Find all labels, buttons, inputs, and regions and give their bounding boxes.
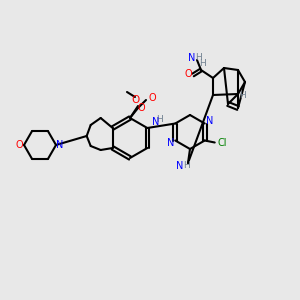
Text: Cl: Cl: [218, 137, 227, 148]
Text: O: O: [15, 140, 23, 150]
Text: H: H: [183, 161, 189, 170]
Text: N: N: [206, 116, 213, 127]
Text: H: H: [156, 115, 163, 124]
Text: O: O: [131, 95, 139, 105]
Text: N: N: [176, 161, 184, 171]
Text: O: O: [184, 69, 192, 79]
Text: H: H: [195, 53, 201, 62]
Text: N: N: [167, 137, 174, 148]
Text: H: H: [240, 92, 246, 100]
Text: O: O: [137, 103, 145, 113]
Text: N: N: [188, 53, 196, 63]
Text: H: H: [200, 59, 206, 68]
Text: O: O: [148, 93, 156, 103]
Text: N: N: [152, 117, 159, 127]
Text: N: N: [56, 140, 64, 150]
